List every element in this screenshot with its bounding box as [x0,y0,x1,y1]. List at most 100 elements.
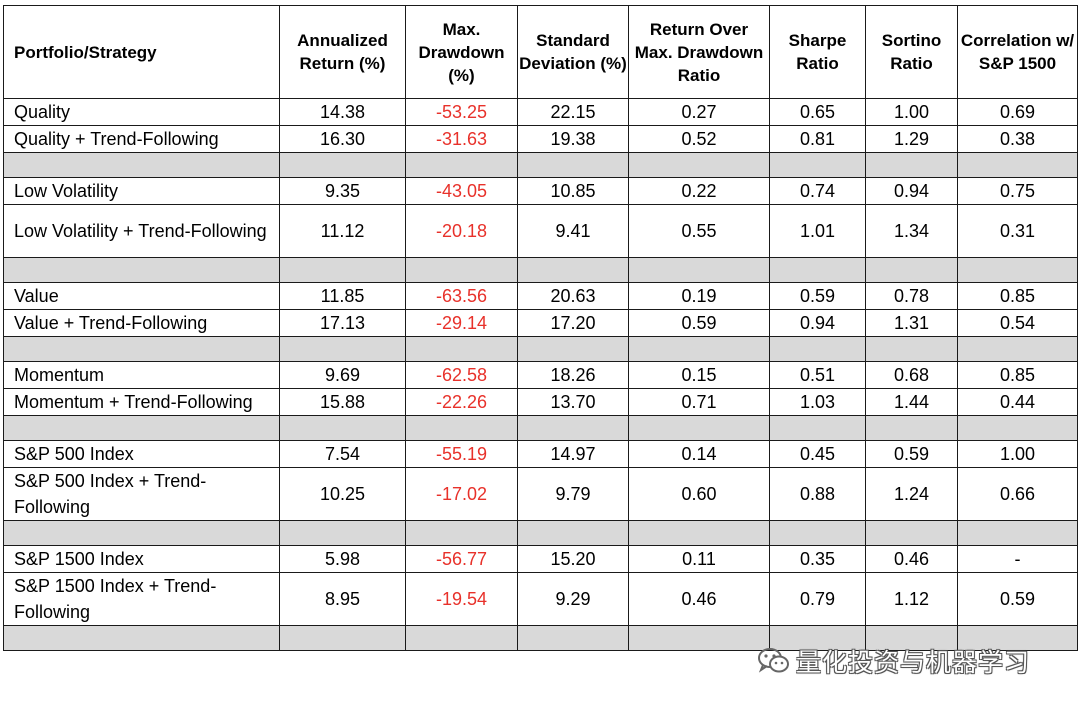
separator-row [3,520,1078,546]
separator-cell [769,415,866,441]
annualized-return-cell: 9.69 [279,361,406,389]
col-header-strategy: Portfolio/Strategy [3,5,280,99]
separator-cell [405,152,518,178]
separator-row [3,152,1078,178]
separator-cell [957,152,1078,178]
sharpe-cell: 0.79 [769,572,866,626]
strategy-cell: S&P 1500 Index + Trend-Following [3,572,280,626]
max-drawdown-cell: -56.77 [405,545,518,573]
separator-cell [3,257,280,283]
sharpe-cell: 0.59 [769,282,866,310]
max-drawdown-cell: -19.54 [405,572,518,626]
separator-cell [865,415,958,441]
separator-cell [865,257,958,283]
table-body: Quality 14.38 -53.25 22.15 0.27 0.65 1.00 0.69 Q… [3,98,1078,651]
separator-cell [628,336,770,362]
separator-row [3,415,1078,441]
return-over-drawdown-cell: 0.22 [628,177,770,205]
return-over-drawdown-cell: 0.59 [628,309,770,337]
sharpe-cell: 0.65 [769,98,866,126]
sortino-cell: 1.24 [865,467,958,521]
separator-cell [3,152,280,178]
separator-cell [628,257,770,283]
separator-cell [405,625,518,651]
strategy-cell: S&P 1500 Index [3,545,280,573]
std-dev-cell: 9.41 [517,204,629,258]
max-drawdown-cell: -22.26 [405,388,518,416]
separator-cell [628,520,770,546]
sharpe-cell: 0.94 [769,309,866,337]
table-row: Value 11.85 -63.56 20.63 0.19 0.59 0.78 0.85 [3,282,1078,310]
max-drawdown-cell: -17.02 [405,467,518,521]
strategy-cell: Quality [3,98,280,126]
sharpe-cell: 1.03 [769,388,866,416]
correlation-cell: 1.00 [957,440,1078,468]
separator-cell [405,415,518,441]
separator-cell [957,625,1078,651]
separator-cell [957,415,1078,441]
max-drawdown-cell: -29.14 [405,309,518,337]
col-header-max-drawdown: Max. Drawdown (%) [405,5,518,99]
correlation-cell: - [957,545,1078,573]
table-row: S&P 1500 Index + Trend-Following 8.95 -19.… [3,572,1078,626]
separator-cell [405,336,518,362]
annualized-return-cell: 11.12 [279,204,406,258]
sharpe-cell: 0.35 [769,545,866,573]
correlation-cell: 0.75 [957,177,1078,205]
strategy-cell: Value + Trend-Following [3,309,280,337]
separator-cell [957,336,1078,362]
separator-cell [628,415,770,441]
separator-cell [279,625,406,651]
strategy-cell: Momentum + Trend-Following [3,388,280,416]
separator-cell [517,415,629,441]
std-dev-cell: 19.38 [517,125,629,153]
separator-cell [769,625,866,651]
separator-row [3,625,1078,651]
col-header-standard-deviation: Standard Deviation (%) [517,5,629,99]
sharpe-cell: 0.51 [769,361,866,389]
separator-cell [517,152,629,178]
sortino-cell: 0.68 [865,361,958,389]
strategy-cell: Value [3,282,280,310]
return-over-drawdown-cell: 0.15 [628,361,770,389]
std-dev-cell: 18.26 [517,361,629,389]
separator-cell [3,415,280,441]
separator-cell [957,257,1078,283]
max-drawdown-cell: -55.19 [405,440,518,468]
table-row: Value + Trend-Following 17.13 -29.14 17.20 0… [3,309,1078,337]
separator-cell [517,257,629,283]
separator-cell [279,520,406,546]
separator-cell [865,152,958,178]
watermark: 量化投资与机器学习 [756,643,1030,679]
separator-cell [279,152,406,178]
col-header-sortino-ratio: Sortino Ratio [865,5,958,99]
annualized-return-cell: 7.54 [279,440,406,468]
table-row: S&P 1500 Index 5.98 -56.77 15.20 0.11 0.35 0.4… [3,545,1078,573]
separator-row [3,257,1078,283]
watermark-text: 量化投资与机器学习 [796,648,1031,677]
return-over-drawdown-cell: 0.27 [628,98,770,126]
separator-cell [3,520,280,546]
max-drawdown-cell: -53.25 [405,98,518,126]
separator-cell [517,625,629,651]
correlation-cell: 0.54 [957,309,1078,337]
return-over-drawdown-cell: 0.19 [628,282,770,310]
annualized-return-cell: 5.98 [279,545,406,573]
table-row: Quality + Trend-Following 16.30 -31.63 19.3… [3,125,1078,153]
max-drawdown-cell: -43.05 [405,177,518,205]
max-drawdown-cell: -63.56 [405,282,518,310]
std-dev-cell: 22.15 [517,98,629,126]
std-dev-cell: 9.79 [517,467,629,521]
return-over-drawdown-cell: 0.55 [628,204,770,258]
separator-cell [279,257,406,283]
return-over-drawdown-cell: 0.52 [628,125,770,153]
return-over-drawdown-cell: 0.60 [628,467,770,521]
return-over-drawdown-cell: 0.46 [628,572,770,626]
strategy-cell: Low Volatility [3,177,280,205]
separator-cell [865,336,958,362]
correlation-cell: 0.69 [957,98,1078,126]
sortino-cell: 0.46 [865,545,958,573]
strategy-cell: S&P 500 Index [3,440,280,468]
separator-cell [405,257,518,283]
sortino-cell: 0.78 [865,282,958,310]
